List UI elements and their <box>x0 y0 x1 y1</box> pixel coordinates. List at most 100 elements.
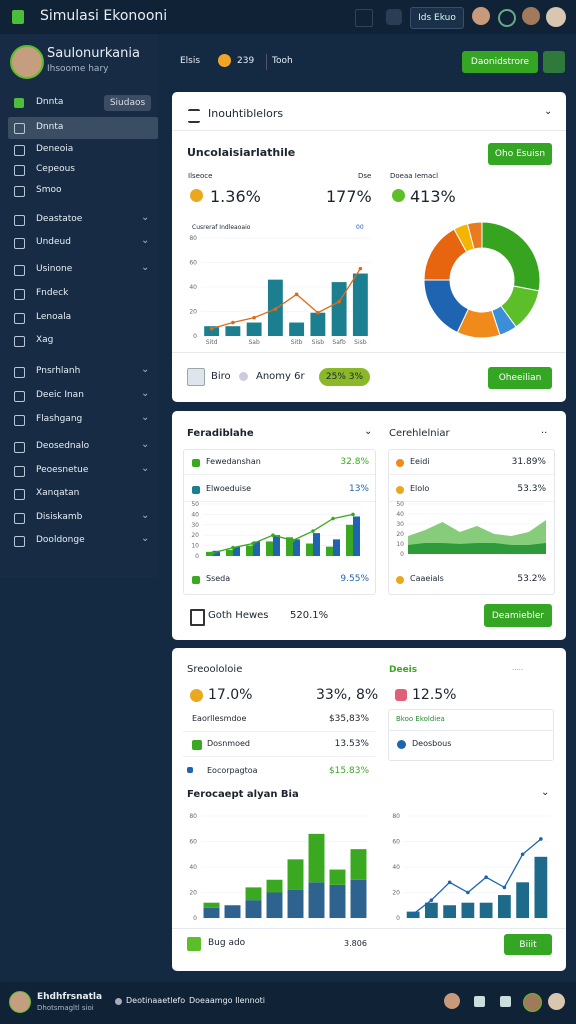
avatar <box>10 45 44 79</box>
nav-item[interactable]: Disiskamb <box>36 512 83 522</box>
badge: 25% 3% <box>319 368 370 386</box>
bar <box>204 326 220 336</box>
line-point <box>211 551 215 555</box>
row-value: 31.89% <box>511 457 546 467</box>
chevron: ⌄ <box>141 533 150 544</box>
icon <box>395 689 407 701</box>
chevron[interactable]: ⌄ <box>544 106 553 117</box>
y-tick-label: 20 <box>396 531 404 538</box>
separator <box>266 54 267 70</box>
nav-item[interactable]: Pnsrhlanh <box>36 366 81 376</box>
search-button[interactable]: Siudaos <box>104 95 151 111</box>
nav-icon <box>14 442 25 453</box>
line-point <box>231 545 235 550</box>
icon-button[interactable] <box>498 9 516 27</box>
y-tick-label: 80 <box>392 813 400 820</box>
side-row: Deosbous <box>412 739 452 748</box>
avatar <box>472 7 490 25</box>
button[interactable]: Deamiebler <box>484 604 552 627</box>
bar <box>203 907 220 918</box>
icon <box>187 937 201 951</box>
bar <box>352 273 368 336</box>
chart: 0 10 20 30 40 50 <box>191 501 363 560</box>
primary-button[interactable]: Daonidstrore <box>462 51 538 73</box>
nav-item[interactable]: Flashgang <box>36 414 83 424</box>
bar <box>424 902 438 918</box>
y-tick-label: 30 <box>396 521 404 528</box>
icon-button[interactable] <box>474 996 485 1007</box>
nav-item[interactable]: Dnnta <box>36 122 64 132</box>
row-icon <box>192 740 202 750</box>
nav-item[interactable]: Peoesnetue <box>36 465 89 475</box>
footer-text: Anomy 6r <box>256 371 305 382</box>
link[interactable]: Doeaamgo Ilennoti <box>189 996 265 1005</box>
button[interactable]: Oho Esuisn <box>488 143 552 165</box>
chart: 0 20 40 60 80 Sitd Sab Sitb Sisb Safb Sisb <box>189 235 371 346</box>
button[interactable]: Biiit <box>504 934 552 955</box>
row-value: $35,83% <box>328 714 369 724</box>
nav-item[interactable]: Deneoia <box>36 144 74 154</box>
icon <box>115 998 122 1005</box>
button[interactable]: Oheeilian <box>488 367 552 389</box>
menu[interactable]: ·· <box>541 428 548 439</box>
nav-item[interactable]: Cepeous <box>36 164 75 174</box>
nav-item[interactable]: Xag <box>36 335 54 345</box>
avatar <box>523 993 542 1012</box>
bar <box>306 543 313 556</box>
icon-button[interactable] <box>500 996 511 1007</box>
icon-button[interactable] <box>355 9 373 27</box>
nav-icon <box>14 186 25 197</box>
panel <box>183 449 376 595</box>
chevron: ⌄ <box>141 262 150 273</box>
nav-item[interactable]: Dooldonge <box>36 535 85 545</box>
nav-icon <box>14 123 25 134</box>
row-icon <box>192 486 200 494</box>
avatar <box>546 7 566 27</box>
divider <box>172 352 566 353</box>
nav-item[interactable]: Undeud <box>36 237 71 247</box>
nav-item[interactable]: Lenoala <box>36 312 72 322</box>
nav-item[interactable]: Xanqatan <box>36 488 80 498</box>
line <box>211 268 361 330</box>
line-point <box>294 292 299 297</box>
nav-icon <box>14 289 25 300</box>
profile-name: Saulonurkania <box>47 46 140 61</box>
stat-value: 12.5% <box>412 687 457 703</box>
bar <box>287 859 304 890</box>
side-row: Bkoo Ekoldiea <box>396 715 445 723</box>
row-label: Eocorpagtoa <box>207 766 258 775</box>
link[interactable]: Deotinaaetlefo <box>126 996 186 1005</box>
chevron[interactable]: ⌄ <box>364 426 373 437</box>
nav-item[interactable]: Usinone <box>36 264 73 274</box>
app-title: Simulasi Ekonooni <box>40 8 168 24</box>
bar <box>310 312 326 336</box>
chevron[interactable]: ⌄ <box>541 787 550 798</box>
nav-item[interactable]: Smoo <box>36 185 62 195</box>
stat-value: 177% <box>326 187 372 206</box>
nav-item[interactable]: Deosednalo <box>36 441 90 451</box>
row-icon <box>192 459 200 467</box>
icon-button[interactable] <box>543 51 565 73</box>
header-label: Elsis <box>180 56 201 66</box>
stat-value: 1.36% <box>210 187 261 206</box>
top-button[interactable]: Ids Ekuo <box>410 7 464 29</box>
stat-label: Ilseoce <box>188 172 213 180</box>
y-tick-label: 10 <box>396 541 404 548</box>
panel <box>388 449 555 595</box>
bar <box>206 551 213 556</box>
header-value: 239 <box>237 56 255 66</box>
bar <box>287 889 304 918</box>
nav-item[interactable]: Deastatoe <box>36 214 83 224</box>
stat-value: 413% <box>410 187 456 206</box>
divider <box>172 928 566 929</box>
avatar <box>522 7 540 25</box>
line-point <box>358 266 363 271</box>
bar <box>266 879 283 893</box>
bar <box>326 546 333 556</box>
nav-item[interactable]: Deeic Inan <box>36 390 84 400</box>
icon <box>187 368 205 386</box>
nav-item[interactable]: Fndeck <box>36 288 69 298</box>
icon-button[interactable] <box>386 9 402 25</box>
chevron: ⌄ <box>141 235 150 246</box>
bar <box>266 541 273 556</box>
